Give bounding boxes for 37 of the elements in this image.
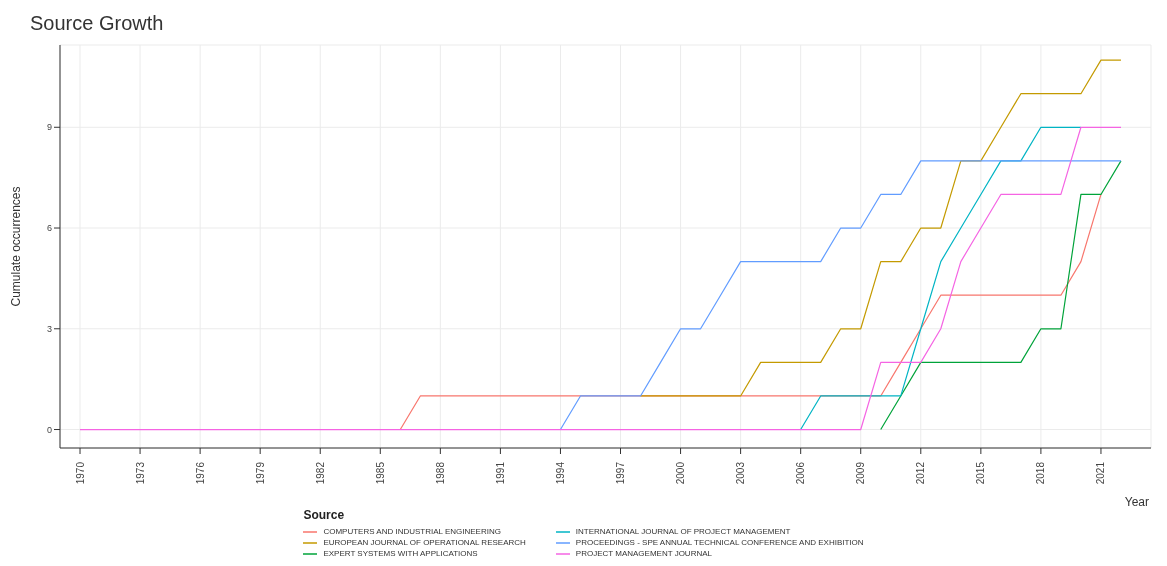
y-tick-label: 6 <box>46 223 52 234</box>
x-axis-title: Year <box>1124 495 1149 509</box>
line-series <box>79 126 1122 431</box>
legend-label: EXPERT SYSTEMS WITH APPLICATIONS <box>323 548 478 559</box>
line-series <box>880 160 1122 431</box>
x-tick-label: 1985 <box>374 461 386 485</box>
x-tick-label: 1994 <box>554 461 566 485</box>
x-tick-label: 1988 <box>434 461 446 485</box>
line-series <box>559 160 1122 431</box>
x-tick-label: 1991 <box>494 461 506 485</box>
legend-label: EUROPEAN JOURNAL OF OPERATIONAL RESEARCH <box>323 537 526 548</box>
x-tick-label: 2000 <box>675 461 687 485</box>
legend-label: INTERNATIONAL JOURNAL OF PROJECT MANAGEMENT <box>575 526 791 537</box>
y-tick-label: 3 <box>46 323 52 334</box>
x-tick-label: 2012 <box>915 461 927 485</box>
x-tick-label: 1982 <box>314 461 326 485</box>
x-tick-label: 2009 <box>855 461 867 485</box>
x-tick-label: 2018 <box>1035 461 1047 485</box>
x-tick-label: 2006 <box>795 461 807 485</box>
y-axis-title: Cumulate occurrences <box>9 186 24 307</box>
x-tick-label: 1973 <box>134 461 146 485</box>
x-tick-label: 2003 <box>735 461 747 485</box>
legend-title: Source <box>303 508 346 522</box>
x-tick-label: 2021 <box>1095 461 1107 485</box>
x-tick-label: 1979 <box>254 461 266 485</box>
line-series <box>639 59 1122 397</box>
legend-label: PROJECT MANAGEMENT JOURNAL <box>575 548 712 559</box>
x-tick-label: 1997 <box>615 461 627 485</box>
line-series <box>800 126 1082 431</box>
chart-title: Source Growth <box>29 11 165 36</box>
legend-label: PROCEEDINGS - SPE ANNUAL TECHNICAL CONFERENCE AND EXHIBITION <box>575 537 864 548</box>
y-tick-label: 0 <box>46 424 52 435</box>
x-tick-label: 1970 <box>74 461 86 485</box>
y-tick-label: 9 <box>46 122 52 133</box>
x-tick-label: 1976 <box>194 461 206 485</box>
legend-label: COMPUTERS AND INDUSTRIAL ENGINEERING <box>323 526 501 537</box>
x-tick-label: 2015 <box>975 461 987 485</box>
